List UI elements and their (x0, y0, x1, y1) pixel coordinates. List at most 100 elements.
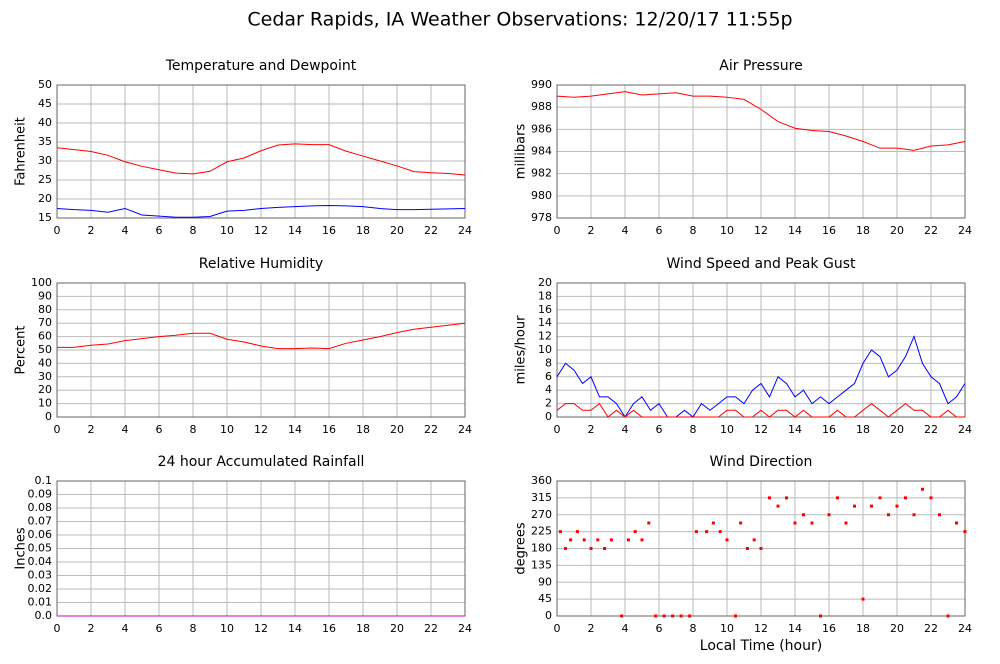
data-point (694, 530, 698, 534)
data-point (688, 614, 692, 618)
y-tick-label: 0.07 (28, 515, 53, 528)
y-tick-label: 0.04 (28, 555, 53, 568)
data-point (827, 513, 831, 517)
data-point (569, 538, 573, 542)
x-tick-label: 14 (788, 622, 802, 635)
x-tick-label: 4 (122, 224, 129, 237)
y-tick-label: 0.01 (28, 596, 53, 609)
data-point (963, 530, 967, 534)
x-tick-label: 20 (890, 622, 904, 635)
data-line (556, 91, 966, 151)
x-tick-label: 12 (754, 224, 768, 237)
data-point (870, 504, 873, 508)
y-axis-label: Fahrenheit (14, 117, 29, 186)
y-tick-label: 0 (45, 410, 52, 423)
data-line (556, 402, 965, 418)
y-tick-label: 986 (531, 122, 552, 135)
x-tick-label: 4 (622, 622, 629, 635)
y-tick-label: 315 (531, 491, 552, 504)
x-tick-label: 2 (588, 423, 595, 436)
x-tick-label: 14 (288, 423, 302, 436)
x-tick-label: 20 (390, 224, 404, 237)
x-tick-label: 2 (588, 622, 595, 635)
y-tick-label: 14 (538, 316, 552, 329)
x-tick-label: 6 (156, 622, 163, 635)
y-tick-label: 45 (538, 592, 552, 605)
x-tick-label: 2 (588, 224, 595, 237)
x-tick-label: 6 (656, 622, 663, 635)
y-tick-label: 982 (531, 167, 552, 180)
y-tick-label: 0.1 (35, 474, 53, 487)
y-tick-label: 4 (545, 383, 552, 396)
y-tick-label: 50 (38, 78, 52, 91)
y-tick-label: 25 (38, 173, 52, 186)
y-tick-label: 100 (31, 276, 52, 289)
data-point (589, 547, 593, 550)
data-line (57, 322, 466, 350)
y-tick-label: 20 (38, 383, 52, 396)
x-tick-label: 18 (856, 224, 870, 237)
data-point (955, 521, 958, 525)
x-tick-label: 2 (88, 423, 95, 436)
data-point (752, 538, 756, 542)
x-tick-label: 10 (220, 423, 234, 436)
chart-title: Air Pressure (719, 58, 802, 74)
x-tick-label: 22 (424, 423, 438, 436)
data-point (938, 513, 941, 517)
x-tick-label: 4 (122, 622, 129, 635)
y-axis-label: millibars (514, 124, 529, 180)
data-point (785, 496, 788, 500)
x-tick-label: 0 (554, 423, 561, 436)
y-tick-label: 270 (531, 508, 552, 521)
x-tick-label: 12 (254, 224, 268, 237)
data-point (575, 530, 579, 534)
data-point (640, 538, 644, 542)
x-tick-label: 18 (856, 622, 870, 635)
x-tick-label: 16 (322, 423, 336, 436)
y-tick-label: 90 (538, 575, 552, 588)
data-point (878, 496, 882, 500)
y-tick-label: 20 (38, 192, 52, 205)
x-tick-label: 14 (788, 224, 802, 237)
x-tick-label: 16 (322, 224, 336, 237)
x-tick-label: 6 (156, 423, 163, 436)
data-point (564, 547, 567, 550)
data-point (946, 614, 950, 618)
chart-title: 24 hour Accumulated Rainfall (158, 454, 365, 470)
data-line (56, 143, 466, 176)
y-tick-label: 8 (545, 356, 552, 369)
x-tick-label: 10 (220, 622, 234, 635)
y-tick-label: 0.0 (35, 609, 53, 622)
x-tick-label: 22 (924, 224, 938, 237)
data-point (895, 504, 899, 508)
data-point (582, 538, 586, 542)
x-tick-label: 12 (254, 622, 268, 635)
x-tick-label: 10 (720, 423, 734, 436)
x-tick-label: 18 (356, 622, 370, 635)
y-axis-label: degrees (514, 522, 529, 575)
y-tick-label: 30 (38, 154, 52, 167)
y-tick-label: 16 (538, 303, 552, 316)
y-tick-label: 15 (38, 211, 52, 224)
y-tick-label: 225 (531, 525, 552, 538)
page-title: Cedar Rapids, IA Weather Observations: 1… (247, 9, 792, 31)
x-tick-label: 8 (190, 622, 197, 635)
data-point (558, 530, 562, 534)
data-point (596, 538, 600, 542)
data-point (861, 597, 865, 601)
x-tick-label: 10 (720, 622, 734, 635)
x-tick-label: 0 (54, 224, 61, 237)
data-point (836, 496, 839, 500)
y-tick-label: 90 (38, 289, 52, 302)
plot-frame (56, 84, 466, 219)
x-tick-label: 4 (622, 224, 629, 237)
data-point (725, 538, 729, 542)
data-point (819, 614, 822, 618)
data-point (718, 530, 722, 534)
data-point (853, 504, 856, 508)
data-point (734, 614, 737, 618)
y-tick-label: 50 (38, 343, 52, 356)
x-tick-label: 6 (156, 224, 163, 237)
data-point (802, 513, 805, 517)
y-tick-label: 18 (538, 289, 552, 302)
